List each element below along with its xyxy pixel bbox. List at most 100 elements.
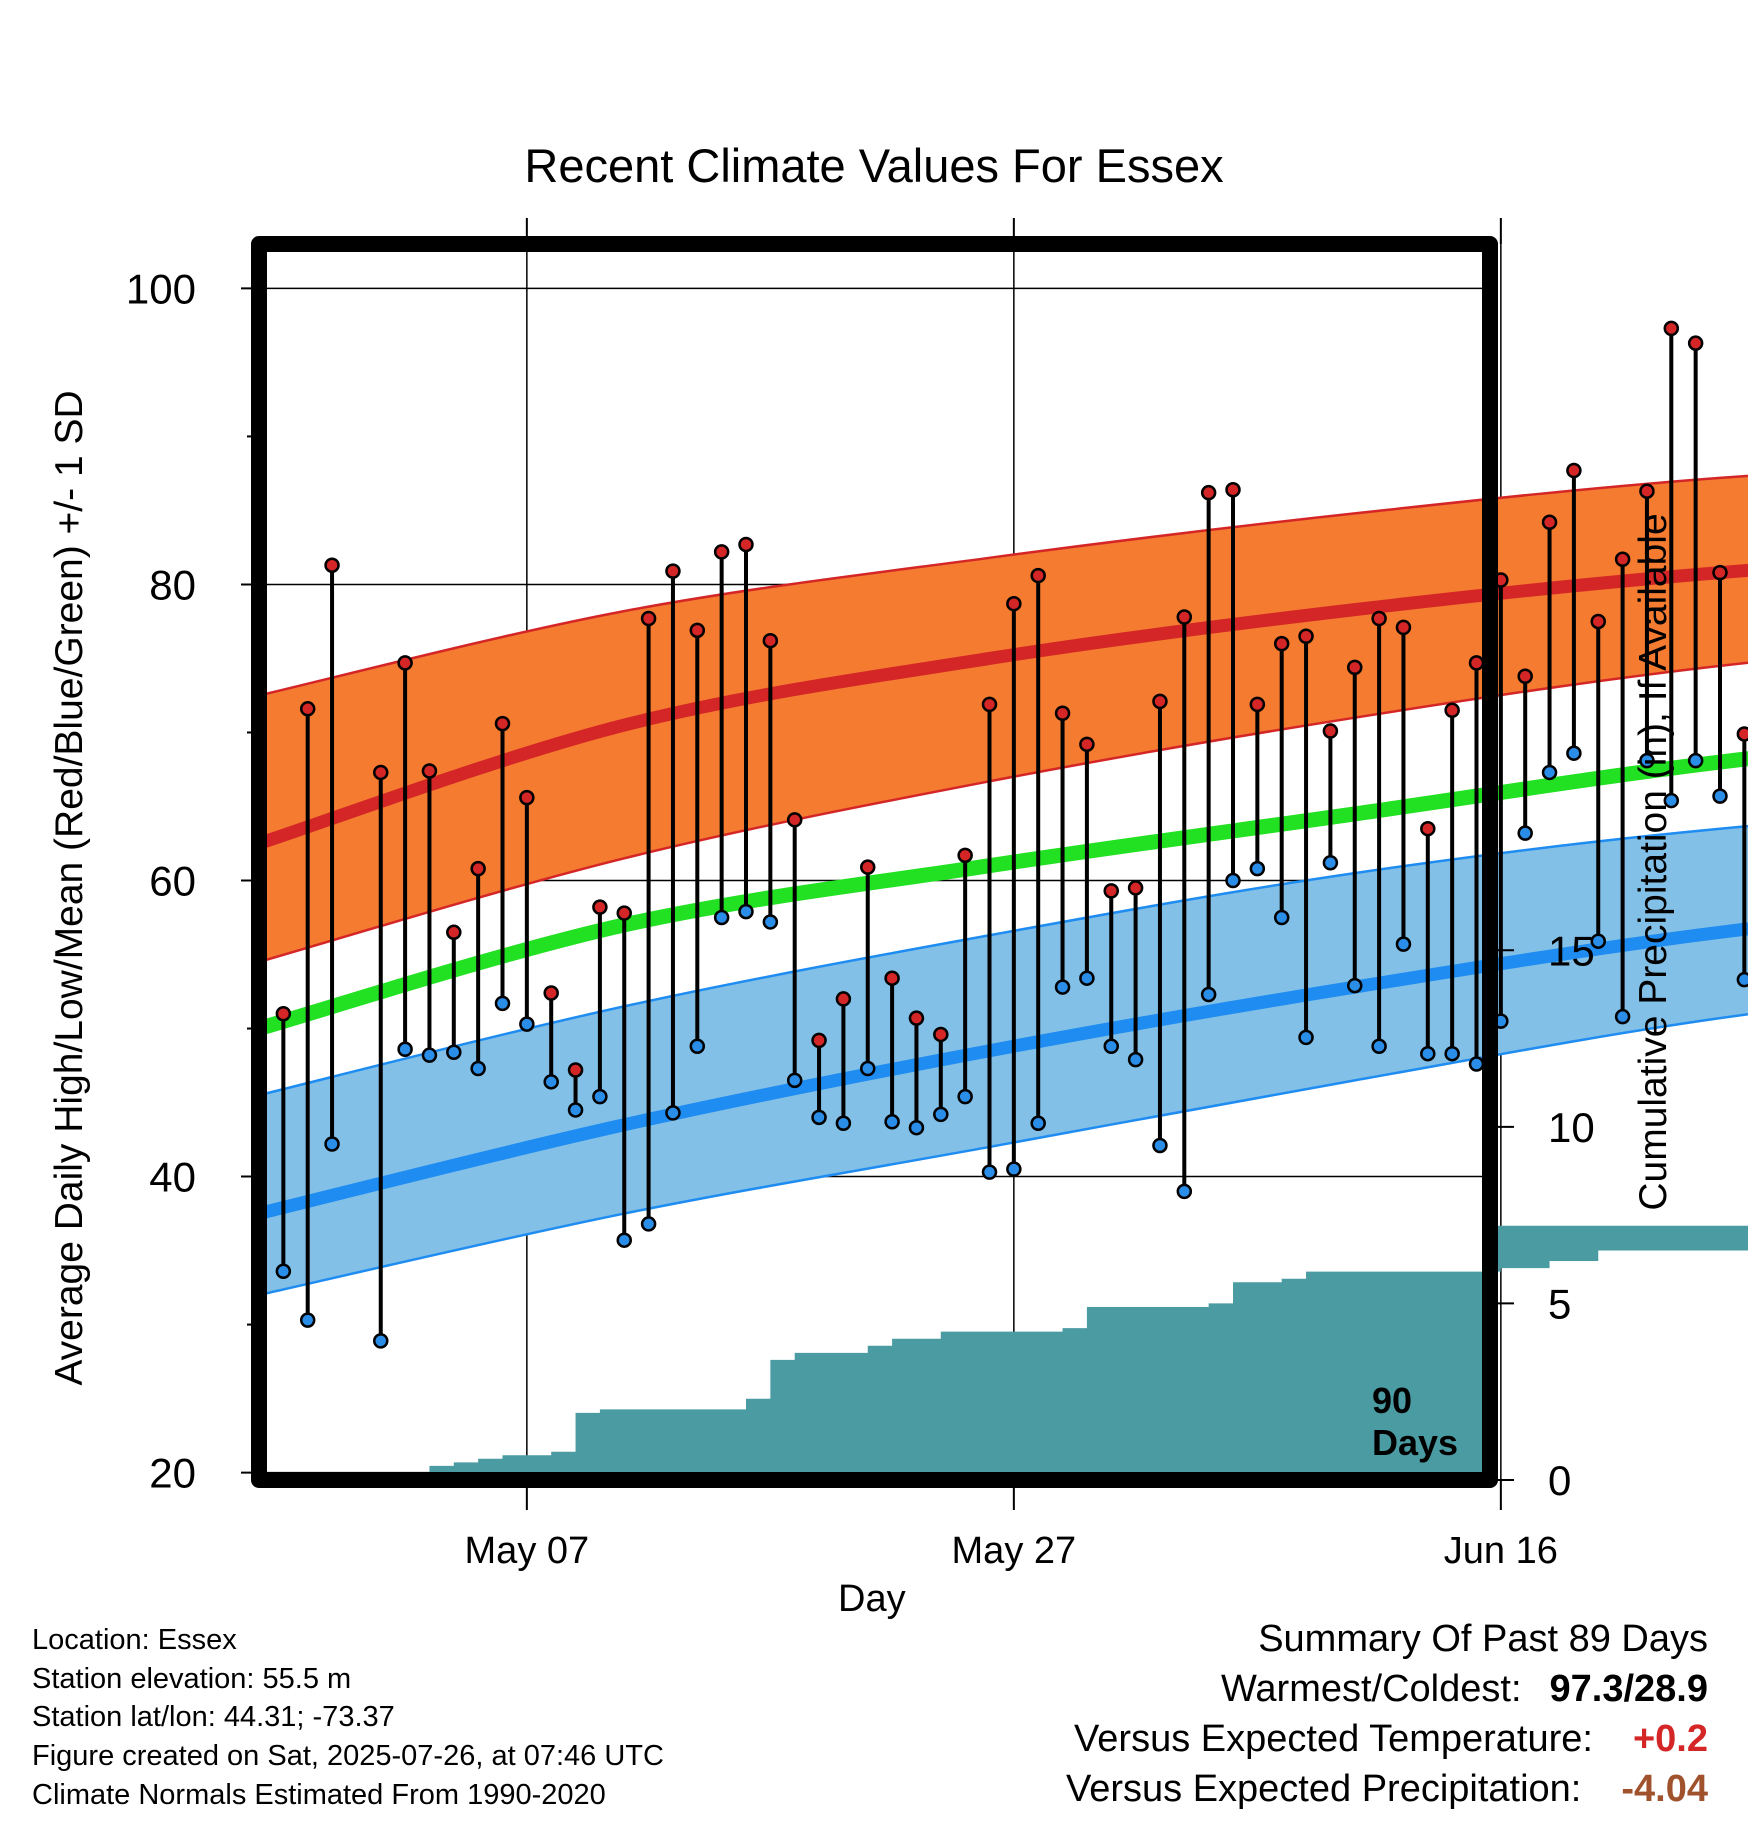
daily-high-point [1273,635,1290,652]
daily-high-point [665,563,681,579]
meta-location: Location: Essex [32,1624,237,1656]
daily-high-point [1395,619,1412,636]
x-tick-label: May 07 [465,1530,590,1572]
daily-high-point [1225,481,1241,498]
y-axis-label: Average Daily High/Low/Mean (Red/Blue/Gr… [48,390,91,1386]
summary-temp-value: +0.2 [1632,1718,1708,1760]
today-days-label: 90 Days [1372,1380,1458,1464]
daily-high-point [957,847,973,864]
daily-high-point [470,860,486,877]
daily-high-point [908,1010,925,1026]
y2-tick-label: 10 [1548,1104,1595,1151]
daily-low-point [1079,970,1095,986]
daily-low-point [421,1047,438,1063]
daily-low-point [1347,977,1363,994]
daily-low-point [933,1106,949,1123]
daily-low-point [1687,752,1704,769]
daily-high-point [1006,595,1022,612]
daily-high-point [1736,726,1748,742]
daily-low-point [397,1041,413,1058]
daily-high-point [1347,659,1363,676]
daily-high-point [1054,705,1071,721]
daily-low-point [738,903,754,920]
x-axis-label: Day [838,1578,906,1620]
summary-temp-label: Versus Expected Temperature: [1074,1718,1593,1760]
y-tick-label: 100 [126,265,196,312]
summary-warm-cold: Warmest/Coldest: 97.3/28.9 [1221,1668,1708,1711]
summary-precip-label: Versus Expected Precipitation: [1065,1768,1582,1810]
daily-high-point [1030,567,1046,584]
daily-high-point [1371,610,1387,627]
daily-low-point [1200,986,1217,1003]
daily-low-point [1322,854,1339,871]
daily-low-point [470,1060,486,1077]
daily-high-point [1566,462,1582,479]
summary-warm-cold-label: Warmest/Coldest: [1220,1668,1522,1710]
daily-high-point [1687,335,1704,351]
daily-low-point [616,1232,632,1248]
daily-low-point [811,1109,827,1126]
daily-high-point [1614,551,1631,568]
daily-low-point [1517,825,1533,841]
precip-area [259,1225,1748,1480]
y2-tick-label: 0 [1548,1457,1571,1504]
daily-low-point [860,1060,876,1077]
daily-high-point [884,970,900,986]
daily-low-point [1468,1056,1485,1072]
daily-high-point [1079,736,1095,753]
daily-high-point [713,544,730,560]
meta-latlon: Station lat/lon: 44.31; -73.37 [32,1701,395,1733]
daily-low-point [1054,979,1071,995]
daily-high-point [299,701,316,717]
daily-high-point [421,763,438,779]
daily-high-point [543,985,559,1001]
daily-high-point [1176,609,1193,625]
daily-high-point [1663,320,1680,337]
daily-low-point [1103,1038,1119,1055]
daily-low-point [592,1088,608,1105]
chart-title: Recent Climate Values For Essex [524,139,1224,192]
daily-low-point [1663,792,1680,809]
daily-low-point [1614,1008,1631,1025]
daily-low-point [1225,872,1241,889]
daily-low-point [299,1312,316,1328]
summary-title: Summary Of Past 89 Days [1258,1618,1708,1660]
today-days-word: Days [1372,1422,1459,1463]
daily-low-point [1736,971,1748,988]
summary-temp: Versus Expected Temperature: +0.2 [1074,1718,1708,1761]
daily-low-point [713,909,730,926]
daily-low-point [665,1105,681,1121]
daily-low-point [519,1016,535,1032]
meta-normals: Climate Normals Estimated From 1990-2020 [32,1779,606,1811]
x-tick-label: May 27 [952,1530,1077,1572]
daily-high-point [933,1026,949,1043]
daily-high-point [567,1062,584,1078]
daily-low-point [884,1114,900,1130]
daily-high-point [1468,655,1485,671]
daily-low-point [1541,764,1558,781]
daily-high-point [1420,820,1436,837]
low-band-lower-edge [258,1012,1748,1297]
daily-high-point [446,924,462,941]
daily-high-point [1152,693,1168,710]
daily-low-point [762,914,779,930]
daily-low-point [567,1102,584,1118]
y2-axis-label: Cumulative Precipitation (in), If Availa… [1632,513,1675,1211]
daily-low-point [494,995,511,1012]
daily-low-point [1712,788,1728,804]
daily-high-point [860,859,876,875]
daily-high-point [640,610,657,627]
daily-low-point [1420,1045,1436,1062]
daily-low-point [1639,752,1655,769]
daily-high-point [494,715,511,732]
daily-low-point [786,1072,803,1089]
daily-low-point [1176,1183,1193,1200]
summary-precip: Versus Expected Precipitation: -4.04 [1066,1768,1708,1811]
y-tick-label: 20 [149,1450,196,1497]
daily-high-point [1200,484,1217,501]
daily-low-point [1273,909,1290,926]
high-sd-band [259,475,1748,962]
daily-high-point [689,622,706,639]
plot-frame [251,236,1498,1488]
